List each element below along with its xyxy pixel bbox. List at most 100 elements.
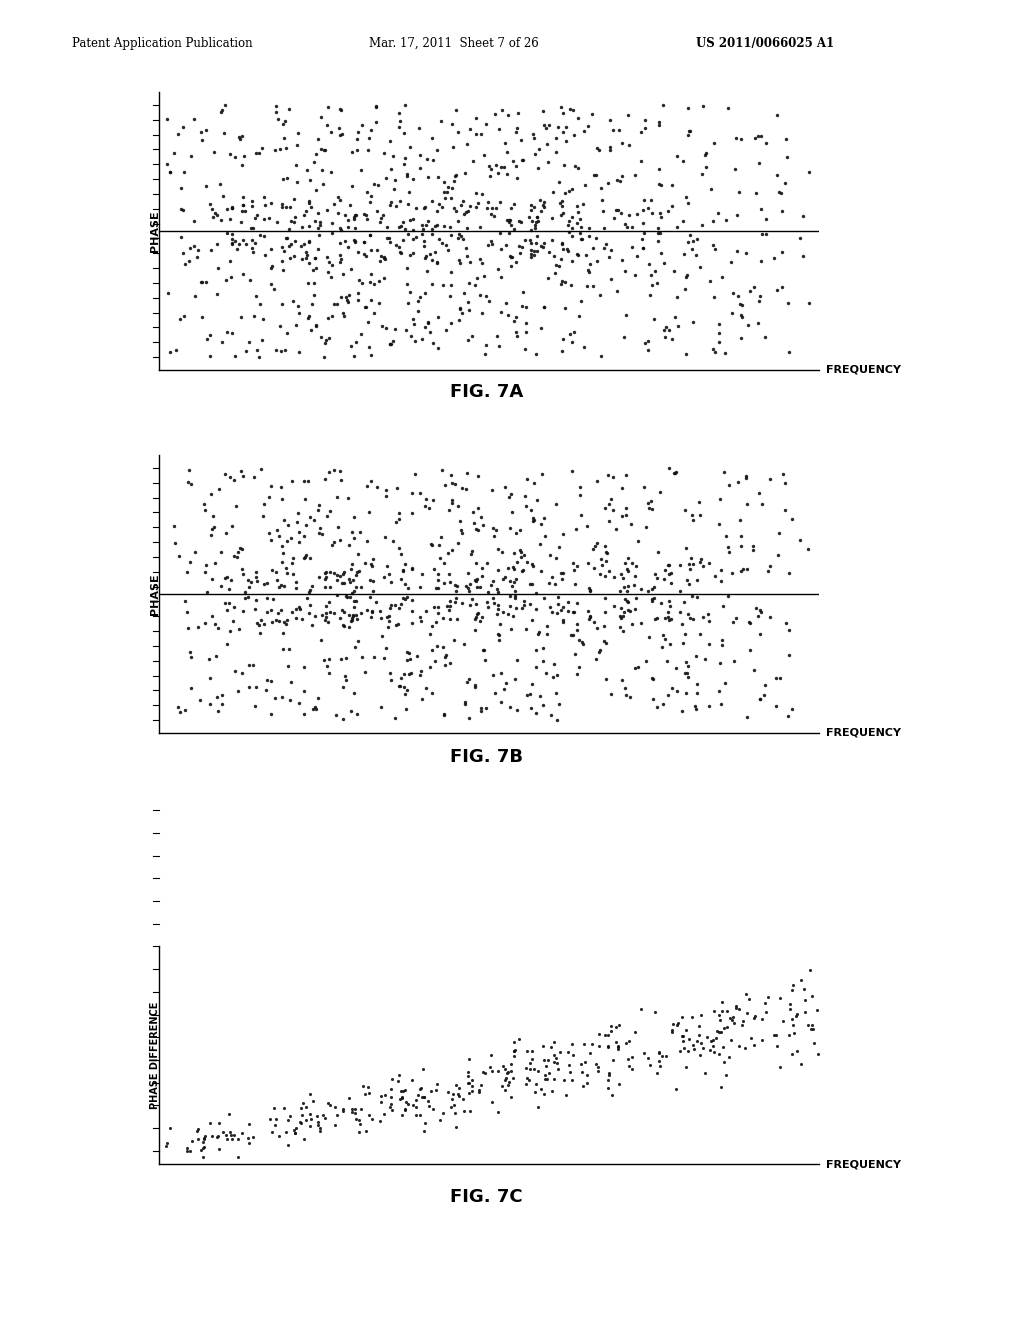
Point: [387, 594, 403, 615]
Point: [236, 145, 252, 166]
Point: [455, 228, 471, 249]
Point: [640, 492, 656, 513]
Point: [418, 677, 434, 698]
Point: [308, 698, 325, 719]
Point: [392, 190, 409, 211]
Point: [248, 561, 264, 582]
Point: [461, 1082, 477, 1104]
Point: [641, 498, 657, 519]
Point: [319, 506, 336, 527]
Point: [436, 704, 453, 725]
Point: [678, 264, 694, 285]
Point: [754, 223, 770, 244]
Point: [333, 286, 349, 308]
Point: [347, 205, 364, 226]
Point: [506, 1040, 522, 1061]
Point: [327, 1097, 343, 1118]
Point: [226, 1125, 243, 1146]
Point: [548, 546, 564, 568]
Point: [653, 174, 670, 195]
Point: [332, 189, 348, 210]
Point: [365, 549, 381, 570]
Point: [375, 205, 391, 226]
Point: [268, 1107, 285, 1129]
Point: [490, 119, 507, 140]
Point: [698, 1026, 715, 1047]
Point: [700, 611, 717, 632]
Point: [517, 484, 534, 506]
Point: [274, 622, 291, 643]
Point: [400, 664, 417, 685]
Point: [170, 545, 186, 566]
Point: [427, 612, 443, 634]
Point: [582, 581, 598, 602]
Point: [693, 215, 710, 236]
Point: [377, 248, 393, 269]
Point: [558, 116, 574, 137]
Point: [344, 582, 360, 603]
Point: [304, 293, 321, 314]
Point: [585, 238, 601, 259]
Point: [427, 216, 443, 238]
Point: [739, 494, 756, 515]
Point: [473, 607, 489, 628]
Point: [549, 602, 565, 623]
Point: [601, 1063, 617, 1084]
Point: [439, 239, 456, 260]
Point: [310, 202, 327, 223]
Point: [686, 1039, 702, 1060]
Point: [383, 1100, 399, 1121]
Point: [523, 553, 540, 574]
Point: [735, 558, 752, 579]
Point: [282, 219, 298, 240]
Point: [784, 979, 801, 1001]
Point: [523, 232, 540, 253]
Point: [231, 537, 248, 558]
Point: [615, 606, 632, 627]
Point: [471, 1080, 487, 1101]
Point: [495, 1056, 511, 1077]
Point: [317, 330, 334, 351]
Point: [251, 143, 267, 164]
Point: [466, 569, 482, 590]
Point: [536, 587, 552, 609]
Point: [627, 1020, 643, 1041]
Point: [345, 346, 361, 367]
Point: [338, 587, 354, 609]
Point: [473, 697, 489, 718]
Point: [769, 1035, 785, 1056]
Point: [388, 615, 404, 636]
Point: [234, 154, 251, 176]
Point: [567, 573, 584, 594]
Point: [435, 552, 452, 573]
Point: [288, 154, 304, 176]
Point: [335, 573, 351, 594]
Point: [525, 246, 542, 267]
Point: [697, 1063, 714, 1084]
Point: [439, 595, 456, 616]
Point: [472, 284, 488, 305]
Point: [305, 152, 322, 173]
Point: [416, 1121, 432, 1142]
Point: [322, 327, 338, 348]
Point: [610, 1035, 627, 1056]
Point: [344, 607, 360, 628]
Point: [535, 100, 551, 121]
Point: [748, 128, 764, 149]
Point: [379, 216, 395, 238]
Point: [302, 579, 318, 601]
Point: [467, 275, 483, 296]
Point: [308, 180, 325, 201]
Point: [424, 682, 440, 704]
Point: [425, 490, 441, 511]
Point: [655, 252, 672, 273]
Point: [442, 285, 459, 306]
Point: [512, 540, 528, 561]
Point: [223, 223, 240, 244]
Point: [182, 642, 199, 663]
Point: [346, 507, 362, 528]
Point: [539, 1069, 555, 1090]
Point: [635, 199, 651, 220]
Point: [452, 298, 468, 319]
Point: [388, 195, 404, 216]
